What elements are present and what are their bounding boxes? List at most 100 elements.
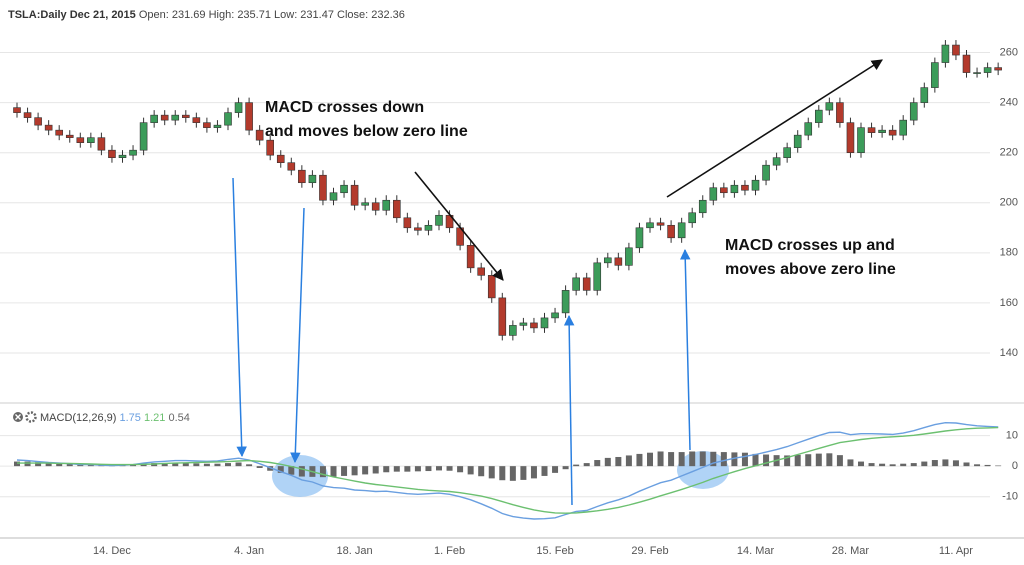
candle-body [487, 275, 496, 299]
candle-body [656, 222, 665, 226]
histogram-bar [404, 466, 411, 472]
candle-body [139, 122, 148, 151]
histogram-bar [393, 466, 400, 472]
arrow [679, 248, 691, 451]
histogram-bar [530, 466, 537, 479]
histogram-bar [763, 454, 770, 467]
candle-body [994, 67, 1002, 71]
candle-body [498, 297, 507, 336]
x-tick-label: 1. Feb [434, 545, 465, 557]
histogram-bar [879, 463, 886, 467]
candle-body [350, 184, 359, 206]
x-tick-label: 15. Feb [536, 545, 573, 557]
histogram-bar [583, 463, 590, 467]
histogram-bar [24, 461, 31, 467]
candle-body [298, 169, 306, 184]
histogram-bar [467, 466, 474, 475]
histogram-bar [277, 466, 284, 473]
histogram-bar [636, 453, 643, 467]
annotation: MACD crosses up and moves above zero line [725, 237, 896, 278]
candle-body [509, 325, 517, 336]
candle-body [87, 137, 95, 143]
candle-body [97, 137, 106, 151]
histogram-bar [858, 461, 864, 467]
x-tick-label: 18. Jan [337, 545, 373, 557]
histogram-bar [573, 464, 580, 467]
candle-body [403, 217, 412, 229]
histogram-bar [668, 452, 675, 467]
candle-body [129, 149, 137, 156]
candle-body [255, 129, 264, 141]
candle-body [846, 122, 855, 153]
close-icon-cross [15, 414, 21, 420]
indicator-line [17, 426, 999, 514]
histogram-bar [130, 464, 137, 467]
candle-body [909, 102, 918, 121]
annotation-line: MACD crosses down [265, 99, 424, 116]
candle-body [203, 122, 211, 128]
candle-body [76, 137, 85, 143]
candle-body [667, 224, 675, 239]
candle-body [593, 262, 602, 291]
annotation: MACD crosses down and moves below zero li… [265, 99, 468, 140]
candle-body [730, 184, 739, 194]
histogram-bar [35, 462, 42, 467]
annotation-line: moves above zero line [725, 261, 896, 278]
annotation-line: and moves below zero line [265, 123, 468, 140]
candle-body [952, 44, 960, 56]
histogram-bar [815, 453, 822, 467]
x-tick-label: 14. Mar [737, 545, 775, 557]
candle-body [920, 87, 929, 103]
candle-body [55, 129, 64, 136]
candle-body [857, 127, 865, 153]
candle-body [825, 102, 834, 111]
candle-body [836, 102, 844, 123]
candle-body [519, 322, 528, 326]
y-tick-label: 180 [1000, 247, 1018, 259]
indicator-header: MACD(12,26,9) 1.75 1.21 0.54 [13, 411, 190, 424]
histogram-bar [66, 463, 73, 467]
candle-body [772, 157, 781, 166]
candle-body [65, 134, 74, 138]
candle-body [804, 122, 813, 136]
histogram-bar [193, 463, 200, 467]
histogram-bar [974, 464, 981, 467]
histogram-bar [488, 466, 495, 479]
histogram-bar [56, 463, 63, 467]
histogram-bar [14, 461, 20, 467]
histogram-bar [889, 464, 896, 467]
candle-body [308, 174, 317, 184]
histogram-bar [161, 463, 168, 467]
histogram-bar [225, 463, 231, 467]
candle-body [435, 214, 443, 226]
candle-body [245, 102, 253, 131]
candle-body [266, 139, 275, 156]
y-tick-label: 260 [1000, 46, 1018, 58]
settings-icon[interactable] [25, 411, 37, 423]
histogram-bar [741, 452, 748, 467]
histogram-bar [678, 452, 685, 467]
candle-body [561, 290, 570, 314]
histogram-bar [552, 466, 559, 473]
macd-readout: 1.75 [119, 412, 140, 424]
x-tick-label: 29. Feb [631, 545, 668, 557]
histogram-bar [731, 452, 738, 467]
y-tick-label: 200 [1000, 197, 1018, 209]
arrow [414, 171, 504, 281]
candle-body [751, 179, 760, 191]
histogram-bar [720, 452, 727, 467]
histogram-bar [520, 466, 527, 480]
histogram-bar [436, 466, 442, 471]
candle-body [477, 267, 486, 276]
candle-body [867, 127, 876, 133]
candle-body [941, 44, 950, 63]
candle-body [382, 199, 391, 211]
histogram-bar [784, 455, 791, 467]
arrows [232, 59, 883, 506]
candle-body [983, 67, 992, 73]
histogram-bar [446, 466, 453, 471]
histogram-bar [288, 466, 295, 475]
histogram-bar [995, 465, 1002, 467]
histogram-bar [172, 463, 179, 467]
candle-body [646, 222, 654, 229]
